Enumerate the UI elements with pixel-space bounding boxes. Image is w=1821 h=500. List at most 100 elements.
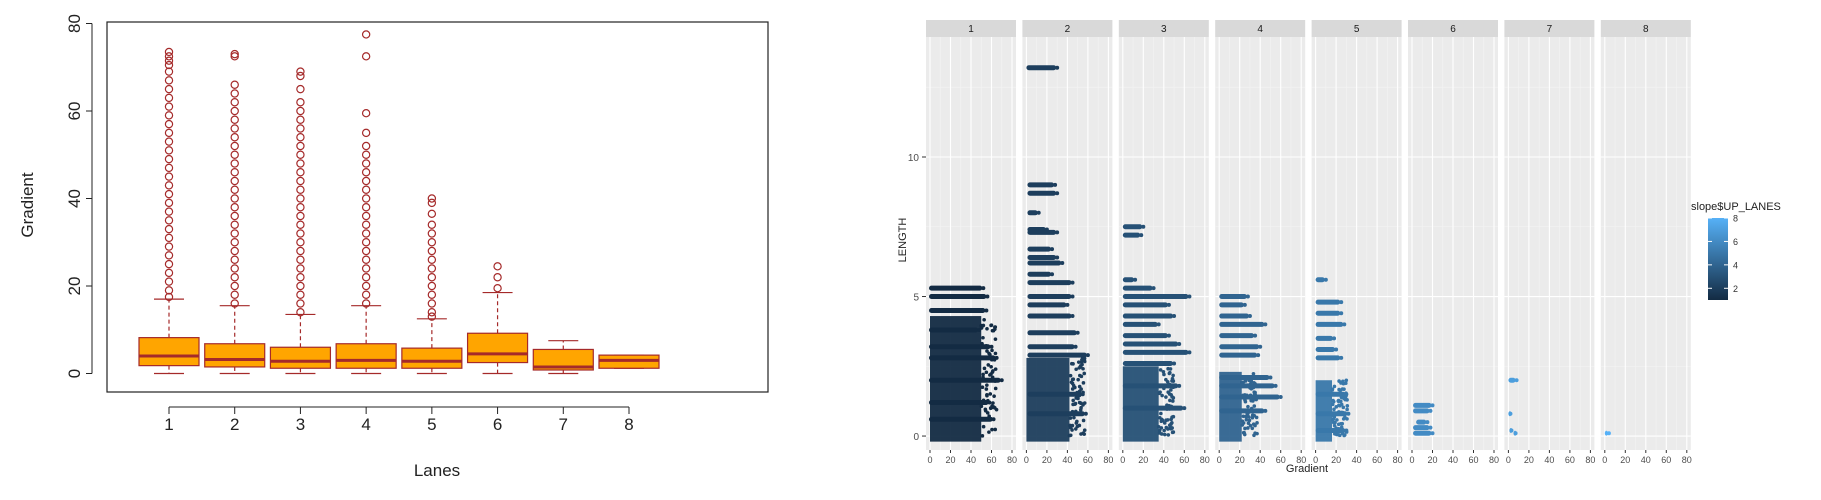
scatter-xtick-label: 0: [927, 455, 932, 465]
point-band: [1413, 408, 1430, 414]
box-outlier: [230, 255, 239, 264]
scatter-point: [1248, 423, 1253, 428]
boxplot-ytick-label: 60: [65, 102, 84, 121]
scatter-xtick-label: 60: [986, 455, 996, 465]
box-outlier: [164, 207, 174, 216]
box-outlier: [361, 211, 371, 221]
box-lane-8: [598, 354, 660, 369]
scatter-point: [1337, 379, 1341, 383]
scatter-point: [1074, 367, 1078, 372]
point-band: [1315, 335, 1334, 341]
scatter-point: [1343, 433, 1347, 437]
box-outlier: [296, 203, 305, 212]
box-lane-1: [138, 47, 200, 375]
box-outlier: [164, 102, 174, 111]
point-band: [1122, 313, 1174, 319]
scatter-ytick-label: 0: [913, 432, 919, 443]
scatter-point: [1252, 390, 1257, 395]
box-outlier: [164, 172, 174, 181]
scatter-point: [993, 325, 997, 329]
scatter-point: [1254, 415, 1259, 420]
scatter-point: [1070, 294, 1075, 299]
scatter-point: [1256, 353, 1261, 358]
scatter-ytick-label: 10: [908, 153, 920, 164]
scatter-point: [1344, 378, 1349, 383]
boxplot-xtick-label: 5: [427, 415, 436, 434]
scatter-point: [1160, 393, 1164, 398]
scatter-point: [988, 392, 993, 396]
scatter-point: [993, 351, 998, 356]
scatter-point: [1428, 425, 1433, 430]
scatter-point: [982, 366, 987, 371]
scatter-point: [991, 369, 995, 373]
box-iqr: [401, 347, 463, 369]
scatter-point: [1169, 422, 1173, 426]
scatter-point: [1082, 358, 1086, 362]
scatter-point: [1070, 423, 1075, 428]
scatter-point: [1079, 432, 1083, 436]
scatter-point: [1336, 422, 1341, 427]
point-band: [1315, 391, 1346, 397]
point-band: [1122, 341, 1179, 347]
point-band: [1219, 374, 1270, 380]
box-outlier: [427, 229, 437, 238]
box-outlier: [164, 137, 174, 146]
box-outlier: [296, 98, 305, 107]
scatter-point: [1076, 377, 1080, 382]
scatter-point: [1167, 392, 1172, 396]
facet-strip-label: 7: [1547, 24, 1553, 35]
scatter-point: [1263, 408, 1268, 413]
point-band: [929, 344, 991, 350]
box-outlier: [361, 159, 371, 168]
boxplot-xtick-label: 1: [164, 415, 173, 434]
box-outlier: [164, 119, 174, 129]
box-outlier: [164, 76, 174, 85]
scatter-point: [993, 427, 998, 432]
box-outlier: [230, 89, 239, 98]
facet-panel-7: 7 0 20 40 60 80: [1504, 20, 1595, 465]
scatter-point: [1171, 396, 1176, 400]
scatter-point: [1334, 347, 1339, 352]
box-outlier: [427, 290, 437, 299]
scatter-point: [1245, 294, 1250, 299]
box-outlier: [164, 198, 174, 208]
scatter-point: [1187, 350, 1192, 355]
scatter-point: [1430, 403, 1435, 408]
scatter-point: [1082, 428, 1087, 432]
scatter-xtick-label: 20: [1427, 455, 1437, 465]
point-band: [1122, 321, 1158, 327]
box-outlier: [296, 246, 305, 256]
scatter-point: [1172, 361, 1177, 366]
box-outlier: [296, 255, 305, 264]
boxplot-xtick-label: 2: [230, 415, 239, 434]
boxplot-chart: Gradient Lanes 0 20 40 60 80 1 2 3 4 5 6 7 8: [18, 14, 769, 480]
box-outlier: [361, 229, 371, 238]
point-band: [1027, 330, 1077, 336]
point-band: [929, 377, 1001, 383]
scatter-xtick-label: 20: [1620, 455, 1630, 465]
box-outlier: [230, 159, 239, 168]
facet-strip: [1600, 20, 1691, 37]
scatter-ytick-label: 5: [913, 293, 919, 304]
box-outlier: [230, 49, 239, 59]
scatter-point: [1340, 387, 1345, 391]
point-band: [1027, 190, 1057, 196]
box-outlier: [427, 220, 437, 229]
scatter-point: [989, 372, 993, 376]
facet-strip: [1504, 20, 1595, 37]
scatter-point: [1164, 377, 1168, 382]
box-outlier: [164, 154, 174, 164]
box-outlier: [427, 198, 437, 208]
point-band: [929, 294, 987, 300]
scatter-point: [1340, 421, 1345, 426]
scatter-point: [989, 344, 994, 349]
scatter-xtick-label: 40: [1641, 455, 1651, 465]
scatter-point: [1071, 362, 1075, 366]
scatter-xtick-label: 40: [1352, 455, 1362, 465]
scatter-point: [1078, 365, 1083, 369]
box-outlier: [361, 299, 371, 308]
scatter-point: [1133, 277, 1138, 282]
scatter-point: [1162, 421, 1167, 425]
scatter-point: [992, 394, 996, 398]
scatter-point: [1161, 370, 1166, 374]
